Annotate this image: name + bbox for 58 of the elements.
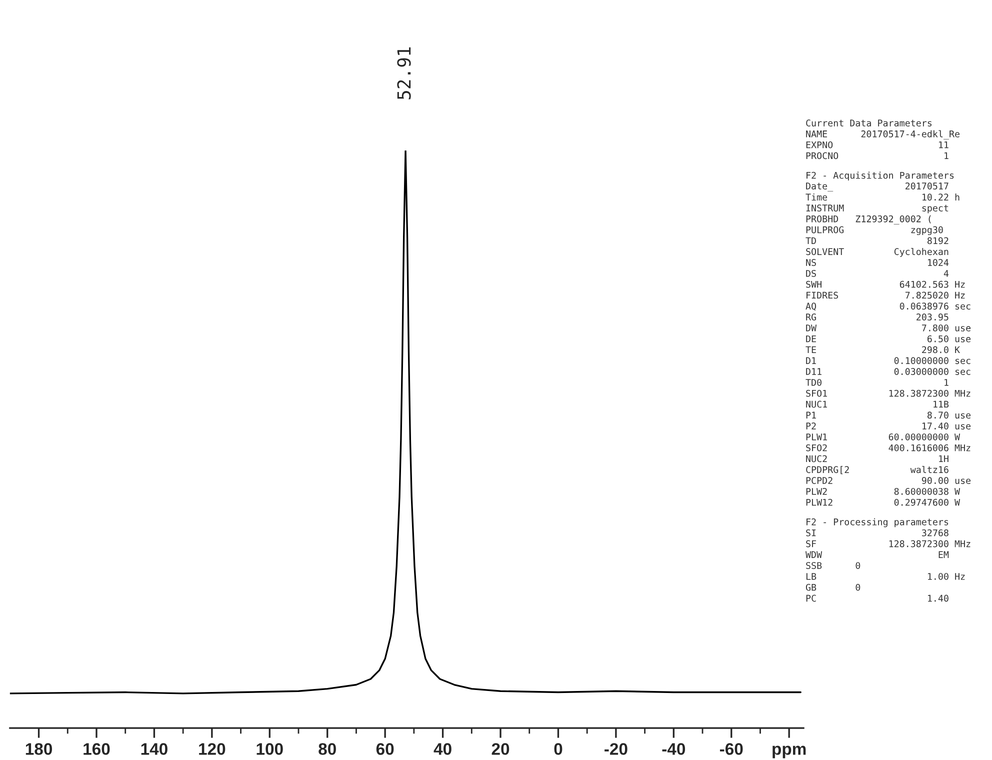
text: SFO1 128.3872300 MHz (806, 390, 970, 397)
x-tick-label: -20 (604, 743, 628, 755)
text: D1 0.10000000 sec (806, 357, 970, 364)
text: NAME 20170517-4-edkl_Re (806, 130, 960, 140)
text: SWH 64102.563 Hz (806, 280, 965, 288)
text: SI 32768 (806, 529, 948, 536)
x-tick-label: 180 (26, 743, 52, 755)
x-tick-label: 80 (318, 743, 336, 755)
text: PC 1.40 (806, 594, 948, 602)
text: EXPNO 11 (806, 141, 948, 148)
text: AQ 0.0638976 sec (806, 302, 970, 311)
text: PROBHD Z129392_0002 ( (806, 215, 931, 224)
text: DW 7.800 use (806, 324, 971, 332)
text: NS 1024 (806, 259, 949, 266)
text: P1 8.70 use (806, 412, 971, 419)
text: PROCNO 1 (806, 152, 948, 160)
annotation: 52.91 (397, 47, 411, 100)
text: Date_ 20170517 (806, 182, 948, 192)
text: GB 0 (806, 584, 860, 591)
text: SOLVENT Cyclohexan (806, 248, 948, 257)
text: RG 203.95 (806, 314, 948, 320)
text: DS 4 (806, 270, 949, 277)
x-tick-label: -40 (662, 743, 686, 755)
x-tick-label: 40 (434, 743, 452, 755)
text: D11 0.03000000 sec (806, 368, 970, 375)
text: PLW12 0.29747600 W (806, 498, 960, 506)
text: P2 17.40 use (806, 422, 971, 430)
text: SSB 0 (806, 562, 860, 570)
text: NUC1 11B (806, 400, 949, 408)
x-tick-label: 160 (84, 743, 110, 755)
text: LB 1.00 Hz (806, 572, 965, 580)
text: TE 298.0 K (806, 346, 960, 354)
x-tick-label: 0 (554, 743, 562, 755)
text: PLW2 8.60000038 W (806, 488, 960, 495)
text: CPDPRG[2 waltz16 (806, 466, 948, 474)
x-tick-label: ppm (772, 746, 806, 758)
text: SFO2 400.1616006 MHz (806, 444, 970, 452)
text: WDW EM (806, 551, 949, 558)
text: TD0 1 (806, 378, 948, 386)
text: PCPD2 90.00 use (806, 477, 971, 484)
text: NUC2 1H (806, 455, 948, 462)
x-tick-label: 120 (199, 743, 226, 755)
x-tick-label: 20 (492, 743, 510, 755)
x-tick-label: -60 (720, 743, 743, 755)
x-tick-label: 60 (376, 743, 394, 755)
text: FIDRES 7.825020 Hz (806, 292, 965, 299)
text: DE 6.50 use (806, 335, 971, 342)
x-tick-label: 100 (256, 743, 283, 755)
text: INSTRUM spect (806, 204, 948, 214)
text: SF 128.3872300 MHz (806, 540, 970, 548)
text: TD 8192 (806, 237, 948, 244)
x-tick-label: 140 (141, 743, 168, 755)
text: Current Data Parameters (806, 120, 932, 126)
text: F2 - Acquisition Parameters (806, 172, 954, 181)
text: F2 - Processing parameters (806, 518, 948, 528)
text: PULPROG zgpg30 (806, 226, 943, 236)
text: Time 10.22 h (806, 193, 960, 201)
text: PLW1 60.00000000 W (806, 433, 960, 440)
